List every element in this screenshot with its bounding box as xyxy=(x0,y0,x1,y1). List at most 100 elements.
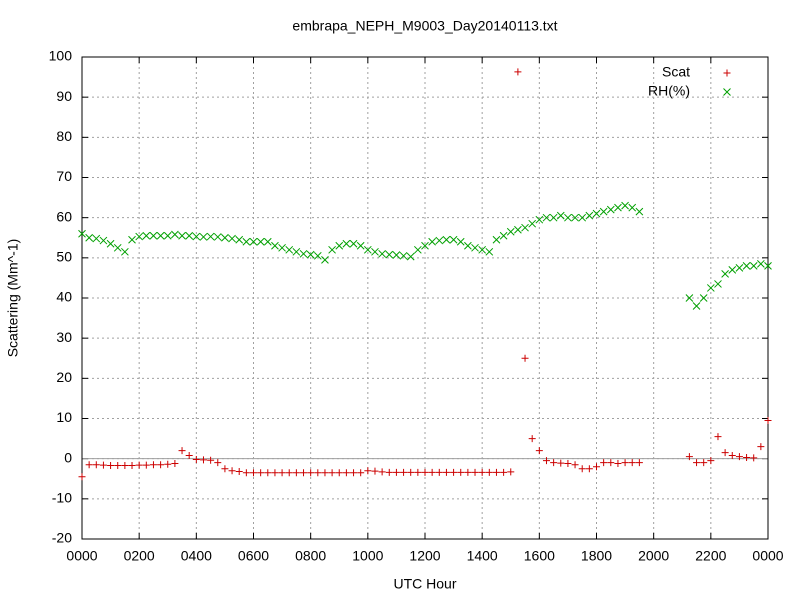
data-point xyxy=(599,207,608,216)
x-tick-label: 0800 xyxy=(295,548,326,564)
data-point xyxy=(385,468,393,476)
data-point xyxy=(149,231,158,240)
data-point xyxy=(607,459,615,467)
x-tick-label: 1200 xyxy=(409,548,440,564)
data-point xyxy=(213,233,222,241)
data-point xyxy=(564,459,572,467)
y-tick-label: 90 xyxy=(56,88,72,104)
data-point xyxy=(499,231,508,240)
data-point xyxy=(256,237,265,246)
data-point xyxy=(700,459,708,467)
data-point xyxy=(335,469,343,477)
data-point xyxy=(728,451,736,459)
data-point xyxy=(478,245,487,254)
data-point xyxy=(99,236,108,245)
data-point xyxy=(442,235,451,244)
data-point xyxy=(521,354,529,362)
data-point xyxy=(749,262,758,270)
data-point xyxy=(285,469,293,477)
data-point xyxy=(242,469,250,477)
data-point xyxy=(85,233,93,242)
data-point xyxy=(764,417,772,425)
plot-border xyxy=(81,56,769,540)
x-tick-label: 2200 xyxy=(695,548,726,564)
data-point xyxy=(157,461,165,469)
data-point xyxy=(635,459,643,467)
data-point xyxy=(450,468,458,476)
data-point xyxy=(478,468,486,476)
x-tick-label: 1600 xyxy=(524,548,555,564)
y-axis-label: Scattering (Mm^-1) xyxy=(5,239,21,358)
data-point xyxy=(506,227,515,236)
data-point xyxy=(557,459,565,467)
data-point xyxy=(278,243,286,252)
data-point xyxy=(585,465,593,473)
data-point xyxy=(535,215,544,224)
data-point xyxy=(328,469,336,477)
data-point xyxy=(549,213,558,222)
data-point xyxy=(163,231,172,240)
data-point xyxy=(149,461,157,469)
data-point xyxy=(128,235,136,244)
data-point xyxy=(414,245,422,254)
data-point xyxy=(307,469,315,477)
y-tick-label: 20 xyxy=(56,369,72,385)
data-point xyxy=(107,461,115,469)
data-point xyxy=(464,468,472,476)
data-point xyxy=(135,232,144,241)
x-tick-label: 0600 xyxy=(238,548,269,564)
data-point xyxy=(764,262,772,270)
data-point xyxy=(564,213,572,222)
data-point xyxy=(142,461,150,469)
data-point xyxy=(114,461,122,469)
data-point xyxy=(214,459,222,467)
y-tick-label: 70 xyxy=(56,168,72,184)
data-point xyxy=(392,468,400,476)
data-point xyxy=(621,201,629,210)
y-tick-label: -10 xyxy=(52,490,72,506)
data-point xyxy=(392,251,401,259)
data-point xyxy=(606,205,615,214)
data-point xyxy=(271,241,279,250)
data-point xyxy=(235,235,244,244)
data-point xyxy=(292,247,301,256)
data-point xyxy=(693,459,701,467)
data-point xyxy=(171,230,179,239)
data-point xyxy=(435,236,444,245)
data-point xyxy=(757,260,765,268)
data-point xyxy=(507,468,515,476)
data-point xyxy=(685,453,693,461)
data-point xyxy=(442,468,450,476)
x-tick-label: 0400 xyxy=(181,548,212,564)
data-point xyxy=(421,241,429,250)
data-point xyxy=(363,245,372,254)
y-tick-label: 30 xyxy=(56,329,72,345)
data-point xyxy=(263,237,272,246)
data-point xyxy=(378,249,386,258)
data-point xyxy=(142,231,151,240)
data-point xyxy=(306,250,315,259)
data-point xyxy=(421,468,429,476)
data-point xyxy=(292,469,300,477)
legend-label: RH(%) xyxy=(648,83,690,99)
data-point xyxy=(206,232,215,241)
data-point xyxy=(528,219,537,228)
data-point xyxy=(199,233,208,241)
data-point xyxy=(250,469,257,477)
data-point xyxy=(628,203,637,212)
data-point xyxy=(185,451,193,459)
data-point xyxy=(699,294,708,302)
data-point xyxy=(449,235,458,244)
data-point xyxy=(342,469,350,477)
data-point xyxy=(721,449,729,457)
data-point xyxy=(500,468,508,476)
data-point xyxy=(328,245,336,254)
data-point xyxy=(271,469,279,477)
data-point xyxy=(378,468,386,476)
data-point xyxy=(750,454,758,462)
data-point xyxy=(156,231,165,240)
data-point xyxy=(342,239,351,248)
data-point xyxy=(728,266,737,274)
data-point xyxy=(221,233,229,242)
data-point xyxy=(743,453,751,461)
